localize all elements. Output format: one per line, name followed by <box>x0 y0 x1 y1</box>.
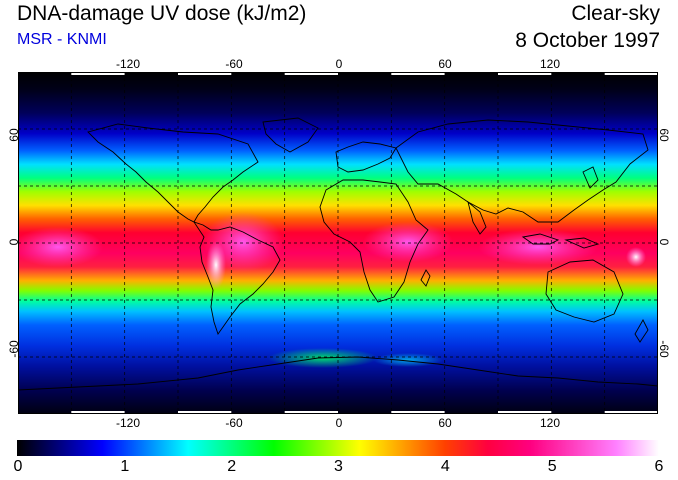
uv-peak-pacific-east <box>626 247 646 267</box>
lat-tick-right: 60 <box>657 128 671 142</box>
colorbar-label: 6 <box>654 458 664 475</box>
uv-peak-indonesia <box>478 229 598 265</box>
colorbar-label: 2 <box>227 458 237 475</box>
map-frame-ticks <box>71 72 658 414</box>
lat-tick-right: 0 <box>657 238 671 246</box>
lon-tick-bottom: -120 <box>115 416 141 430</box>
lon-tick-top: 0 <box>335 57 343 71</box>
uv-peak-africa <box>363 222 453 262</box>
sky-condition: Clear-sky <box>571 2 660 25</box>
map-title: DNA-damage UV dose (kJ/m2) <box>17 2 307 25</box>
colorbar-label: 1 <box>120 458 130 475</box>
lon-tick-top: 120 <box>539 57 561 71</box>
lon-tick-bottom: 0 <box>335 416 343 430</box>
uv-patch-antarctic-east <box>373 353 443 367</box>
lon-tick-bottom: 60 <box>438 416 452 430</box>
colorbar-ramp <box>17 440 659 456</box>
colorbar-label: 3 <box>334 458 343 475</box>
uv-peak-pacific <box>18 227 103 267</box>
lon-tick-top: 60 <box>438 57 452 71</box>
colorbar-label: 4 <box>440 458 450 475</box>
lon-tick-top: -120 <box>115 57 141 71</box>
graticule <box>18 72 658 414</box>
lat-tick-right: -60 <box>657 340 671 358</box>
map-source: MSR - KNMI <box>17 31 107 48</box>
uv-peak-andes <box>206 241 226 289</box>
lon-tick-bottom: 120 <box>539 416 561 430</box>
colorbar-label: 0 <box>13 458 23 475</box>
coastlines <box>18 117 658 391</box>
colorbar-label: 5 <box>547 458 557 475</box>
lon-tick-bottom: -60 <box>225 416 243 430</box>
lon-tick-top: -60 <box>225 57 243 71</box>
map-date: 8 October 1997 <box>515 29 660 52</box>
uv-dose-map <box>18 72 658 414</box>
map-frame <box>18 72 658 414</box>
colorbar <box>17 440 659 456</box>
